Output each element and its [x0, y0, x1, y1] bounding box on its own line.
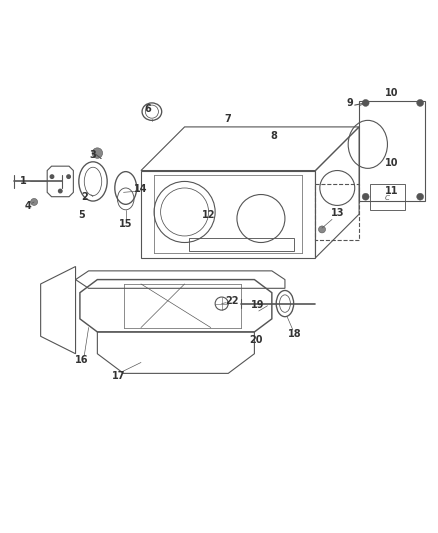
- Circle shape: [67, 175, 70, 179]
- Circle shape: [92, 148, 102, 158]
- Text: 4: 4: [24, 201, 31, 211]
- Text: 18: 18: [287, 329, 300, 339]
- Text: 12: 12: [201, 210, 215, 220]
- Text: 22: 22: [224, 295, 238, 305]
- Circle shape: [361, 100, 368, 107]
- Text: 5: 5: [78, 211, 85, 221]
- Text: 10: 10: [384, 158, 398, 168]
- Text: C: C: [384, 195, 389, 200]
- Text: 9: 9: [346, 98, 353, 108]
- Text: 19: 19: [251, 300, 264, 310]
- Circle shape: [416, 100, 423, 107]
- Text: 1: 1: [20, 176, 27, 187]
- Text: 8: 8: [270, 131, 277, 141]
- Circle shape: [318, 226, 325, 233]
- Text: 15: 15: [119, 219, 132, 229]
- Circle shape: [58, 189, 62, 193]
- Circle shape: [31, 198, 38, 205]
- Circle shape: [50, 175, 53, 179]
- Text: 16: 16: [74, 356, 88, 365]
- Text: 3: 3: [89, 150, 96, 160]
- Text: 14: 14: [134, 184, 148, 194]
- Text: 6: 6: [144, 103, 151, 114]
- Circle shape: [416, 193, 423, 200]
- Text: 2: 2: [81, 192, 88, 201]
- Circle shape: [361, 193, 368, 200]
- Text: 17: 17: [112, 372, 126, 382]
- Text: 11: 11: [384, 187, 398, 197]
- Text: 7: 7: [224, 114, 231, 124]
- Text: 13: 13: [330, 208, 343, 219]
- Text: 20: 20: [248, 335, 262, 345]
- Text: 10: 10: [384, 88, 398, 98]
